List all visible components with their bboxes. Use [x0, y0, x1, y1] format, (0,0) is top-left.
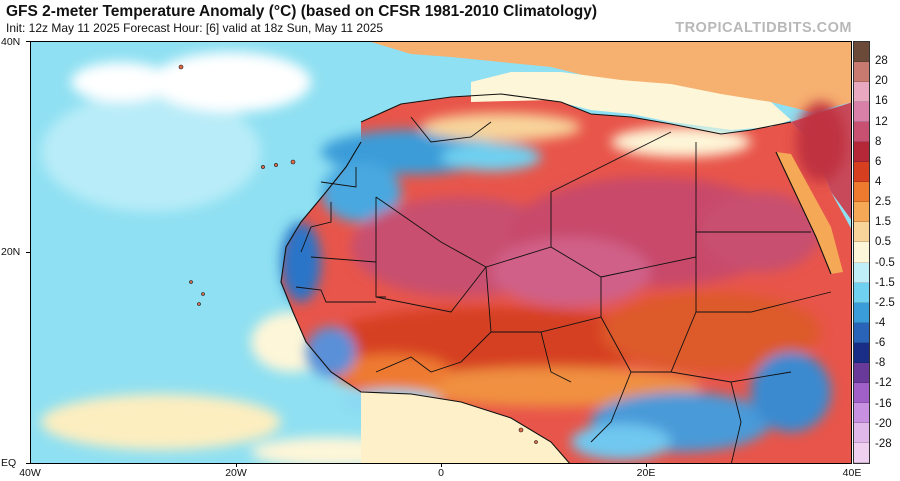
lon-label-20e: 20E — [636, 467, 656, 479]
colorbar-tick-label: -4 — [875, 317, 886, 329]
colorbar-tick-label: -2.5 — [875, 296, 895, 309]
colorbar-segment — [854, 242, 869, 263]
map-title: GFS 2-meter Temperature Anomaly (°C) (ba… — [6, 3, 598, 20]
colorbar-tick-label: -0.5 — [875, 256, 895, 269]
colorbar-segment — [854, 282, 869, 303]
colorbar-segment — [854, 422, 869, 443]
lon-label-20w: 20W — [225, 467, 247, 479]
colorbar-segment — [854, 402, 869, 423]
map-subtitle: Init: 12z May 11 2025 Forecast Hour: [6]… — [6, 21, 384, 35]
colorbar-segment — [854, 102, 869, 123]
lat-tick — [26, 41, 30, 42]
colorbar-tick-label: 6 — [875, 155, 882, 168]
colorbar-segment — [854, 342, 869, 363]
colorbar-segment — [854, 362, 869, 383]
lat-tick — [26, 252, 30, 253]
lon-label-40e: 40E — [842, 467, 862, 479]
islands — [178, 64, 538, 444]
colorbar-tick-label: -16 — [875, 397, 892, 410]
red-sea — [776, 152, 843, 274]
anomaly-map — [31, 42, 851, 463]
colorbar-tick-label: -6 — [875, 337, 886, 350]
colorbar-segment — [854, 222, 869, 243]
colorbar-segment — [854, 162, 869, 183]
colorbar-tick-label: 1.5 — [875, 216, 891, 229]
colorbar-segment — [854, 82, 869, 103]
colorbar-segment — [854, 42, 869, 63]
europe-landmass — [371, 42, 851, 112]
colorbar-segment — [854, 322, 869, 343]
lat-label-40n: 40N — [1, 36, 21, 48]
watermark: TROPICALTIDBITS.COM — [675, 20, 852, 36]
lon-label-0: 0 — [438, 467, 444, 479]
lon-label-40w: 40W — [19, 467, 41, 479]
colorbar — [853, 41, 870, 464]
colorbar-segment — [854, 382, 869, 403]
colorbar-tick-label: -28 — [875, 437, 892, 450]
lat-label-eq: EQ — [1, 457, 17, 469]
colorbar-tick-label: 16 — [875, 95, 888, 108]
country-borders — [295, 116, 832, 463]
colorbar-segment — [854, 182, 869, 203]
colorbar-tick-label: 4 — [875, 176, 882, 188]
colorbar-tick-label: -8 — [875, 357, 886, 370]
colorbar-tick-label: 0.5 — [875, 236, 891, 249]
lon-tick — [441, 464, 442, 467]
colorbar-tick-label: 20 — [875, 75, 888, 88]
header: GFS 2-meter Temperature Anomaly (°C) (ba… — [6, 3, 597, 35]
anomaly-shading — [281, 102, 846, 460]
colorbar-segment — [854, 202, 869, 223]
colorbar-segment — [854, 262, 869, 283]
colorbar-segment — [854, 442, 869, 463]
colorbar-tick-label: -20 — [875, 417, 892, 430]
lat-label-20n: 20N — [1, 246, 21, 258]
coastline — [280, 93, 832, 463]
colorbar-segment — [854, 142, 869, 163]
colorbar-tick-label: -12 — [875, 377, 892, 390]
map-panel — [30, 41, 852, 464]
colorbar-segment — [854, 122, 869, 143]
lon-tick — [236, 464, 237, 467]
colorbar-tick-label: -1.5 — [875, 276, 895, 289]
gulf-of-guinea — [361, 392, 570, 463]
colorbar-tick-label: 2.5 — [875, 196, 891, 209]
lon-tick — [646, 464, 647, 467]
colorbar-tick-label: 12 — [875, 115, 888, 128]
colorbar-segment — [854, 62, 869, 83]
colorbar-segment — [854, 302, 869, 323]
colorbar-tick-label: 8 — [875, 135, 882, 148]
mediterranean-sea — [471, 72, 791, 130]
lat-tick — [26, 463, 30, 464]
colorbar-labels: 28 20 16 12 8 6 4 2.5 1.5 0.5 -0.5 -1.5 -2.5 -4 -6 -8 -1… — [873, 41, 900, 464]
colorbar-tick-label: 28 — [875, 55, 888, 68]
